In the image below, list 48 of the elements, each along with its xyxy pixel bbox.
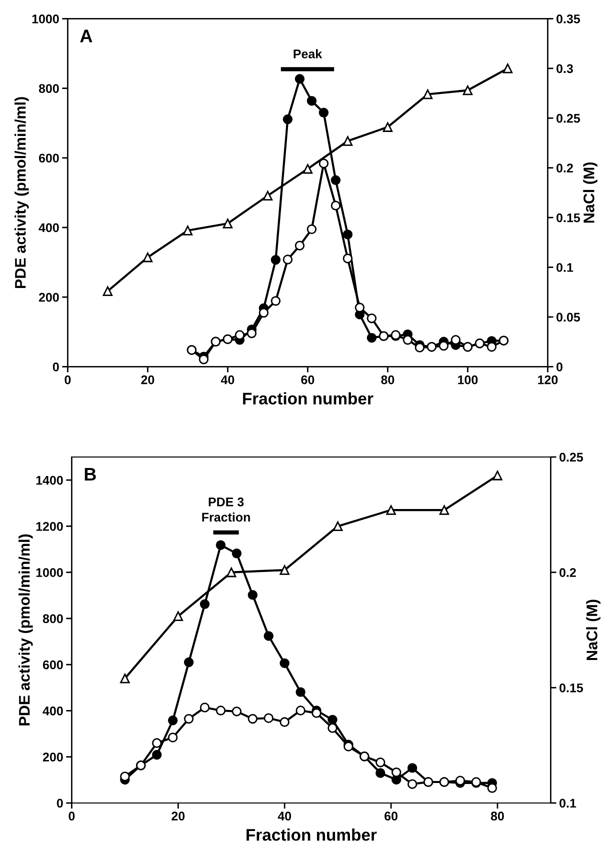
- x-tick-label: 20: [172, 812, 185, 821]
- y-tick-label: 200: [38, 292, 59, 302]
- y-tick-label: 0: [52, 362, 59, 372]
- x-tick-label: 0: [64, 375, 71, 384]
- y-tick-label: 800: [38, 84, 59, 93]
- chart-title: A: [80, 30, 92, 42]
- y2-axis-title: NaCl (M): [586, 600, 600, 660]
- x-axis-title: Fraction number: [246, 828, 377, 841]
- y-tick-label: 400: [42, 706, 63, 716]
- y-tick-label: 1000: [36, 568, 63, 577]
- y2-tick-label: 0.25: [556, 114, 580, 123]
- y-axis-title: PDE activity (pmol/min/ml): [18, 534, 33, 726]
- x-tick-label: 0: [68, 812, 75, 821]
- y-tick-label: 1200: [36, 522, 63, 531]
- x-tick-label: 60: [384, 812, 398, 821]
- x-tick-label: 40: [220, 375, 234, 384]
- y2-tick-label: 0.2: [556, 164, 573, 172]
- y-axis-title: PDE activity (pmol/min/ml): [14, 97, 29, 288]
- y-tick-label: 1400: [36, 476, 63, 485]
- y-tick-label: 0: [56, 798, 63, 808]
- y-tick-label: 600: [38, 154, 59, 163]
- x-tick-label: 20: [141, 375, 154, 384]
- y-tick-label: 800: [42, 614, 63, 624]
- annotation: Peak: [294, 49, 322, 58]
- y2-tick-label: 0: [556, 362, 562, 372]
- y2-axis-title: NaCl (M): [583, 162, 598, 223]
- x-axis-title: Fraction number: [243, 392, 374, 404]
- y-tick-label: 200: [42, 752, 63, 762]
- y2-tick-label: 0.3: [556, 64, 573, 74]
- x-tick-label: 40: [278, 812, 292, 821]
- y2-tick-label: 0.1: [556, 263, 574, 272]
- y2-tick-label: 0.2: [560, 568, 576, 577]
- y2-tick-label: 0.15: [556, 213, 580, 222]
- y-tick-label: 600: [42, 660, 63, 670]
- x-tick-label: 80: [381, 375, 394, 384]
- y2-tick-label: 0.05: [556, 312, 580, 322]
- annotation: PDE 3 Fraction: [202, 497, 250, 522]
- y2-tick-label: 0.1: [560, 798, 576, 808]
- y-tick-label: 400: [38, 223, 59, 232]
- y2-tick-label: 0.35: [556, 14, 580, 24]
- y2-tick-label: 0.25: [560, 452, 584, 462]
- y2-tick-label: 0.15: [560, 683, 584, 692]
- x-tick-label: 120: [538, 375, 558, 384]
- x-tick-label: 100: [458, 375, 478, 384]
- x-tick-label: 60: [301, 375, 314, 384]
- y-tick-label: 1000: [32, 14, 59, 24]
- x-tick-label: 80: [490, 812, 504, 821]
- chart-title: B: [84, 468, 96, 480]
